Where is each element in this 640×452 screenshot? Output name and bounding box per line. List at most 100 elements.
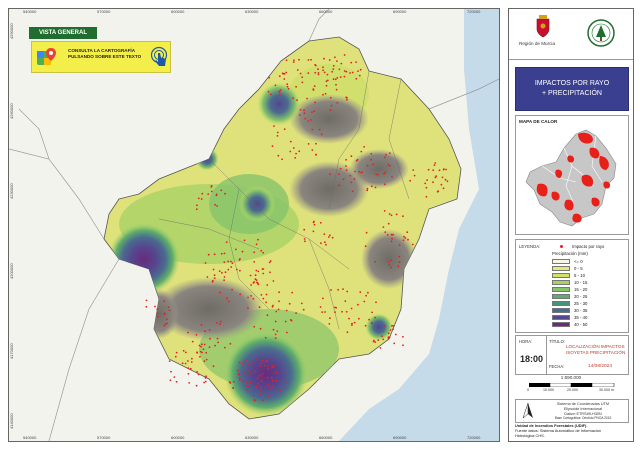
cartografia-link-banner[interactable]: CONSULTA LA CARTOGRAFÍA PULSANDO SOBRE E… bbox=[31, 41, 171, 73]
lightning-point bbox=[175, 380, 178, 383]
lightning-point bbox=[413, 174, 416, 177]
x-tick-bottom: 720000 bbox=[467, 435, 481, 440]
lightning-point bbox=[168, 309, 171, 312]
lightning-point bbox=[346, 290, 349, 293]
lightning-point bbox=[258, 306, 261, 309]
lightning-point bbox=[220, 252, 223, 255]
lightning-point bbox=[204, 380, 207, 383]
lightning-point bbox=[253, 399, 256, 402]
scale-box: 1:690.000 0 10.000 20.000 30.000 m bbox=[515, 375, 627, 397]
lightning-point bbox=[268, 395, 271, 398]
lightning-point bbox=[187, 331, 189, 334]
lightning-point bbox=[324, 241, 326, 244]
lightning-point bbox=[261, 268, 264, 270]
title-label: TÍTULO: bbox=[549, 339, 566, 344]
vista-general-badge[interactable]: VISTA GENERAL bbox=[29, 27, 98, 39]
lightning-point bbox=[402, 344, 404, 347]
date-value: 14/08/2024 bbox=[588, 364, 613, 369]
lightning-point bbox=[203, 381, 206, 384]
lightning-point bbox=[311, 128, 314, 131]
lightning-point bbox=[350, 307, 353, 310]
lightning-point bbox=[317, 73, 320, 76]
lightning-point bbox=[409, 179, 412, 182]
lightning-point bbox=[329, 234, 331, 237]
lightning-point bbox=[213, 274, 216, 277]
lightning-point bbox=[314, 101, 316, 104]
lightning-point bbox=[389, 329, 392, 331]
lightning-point bbox=[319, 306, 322, 308]
lightning-point bbox=[236, 268, 238, 271]
legend-swatch bbox=[552, 300, 570, 306]
lightning-point bbox=[441, 176, 444, 179]
lightning-point bbox=[269, 271, 271, 274]
lightning-point bbox=[379, 347, 382, 349]
hour-value: 18:00 bbox=[520, 354, 544, 364]
map-frame[interactable]: 540000 570000 600000 630000 660000 69000… bbox=[8, 8, 500, 442]
lightning-point bbox=[301, 81, 304, 84]
lightning-point bbox=[368, 318, 370, 321]
lightning-point bbox=[359, 68, 362, 71]
legend-class-label: 25 - 30 bbox=[574, 300, 588, 306]
x-tick-bottom: 630000 bbox=[245, 435, 259, 440]
lightning-point bbox=[363, 300, 366, 303]
lightning-point bbox=[279, 389, 282, 392]
lightning-point bbox=[259, 327, 262, 330]
lightning-point bbox=[329, 317, 331, 320]
lightning-point bbox=[262, 272, 265, 275]
lightning-point bbox=[371, 322, 373, 325]
heat-map-inset[interactable]: MAPA DE CALOR bbox=[515, 115, 629, 235]
legend-box: LEYENDA: Impacto por rayo Precipitación … bbox=[515, 239, 629, 333]
lightning-point bbox=[367, 291, 369, 294]
scale-label: 0 bbox=[527, 388, 529, 392]
lightning-point bbox=[284, 382, 287, 385]
cartografia-link-text[interactable]: CONSULTA LA CARTOGRAFÍA PULSANDO SOBRE E… bbox=[68, 48, 142, 59]
lightning-point bbox=[330, 104, 333, 107]
lightning-point bbox=[286, 83, 289, 85]
lightning-point bbox=[187, 360, 189, 362]
logos-header: Región de Murcia bbox=[509, 9, 633, 60]
lightning-point bbox=[246, 374, 249, 377]
lightning-point bbox=[277, 308, 280, 311]
lightning-point bbox=[187, 372, 190, 375]
x-tick-bottom: 690000 bbox=[393, 435, 407, 440]
lightning-point bbox=[446, 180, 449, 183]
lightning-point bbox=[238, 377, 241, 379]
lightning-point bbox=[406, 231, 409, 234]
lightning-point bbox=[336, 77, 339, 79]
lightning-point bbox=[229, 342, 232, 345]
lightning-point bbox=[242, 371, 245, 374]
lightning-point bbox=[184, 351, 187, 354]
lightning-point bbox=[388, 264, 391, 266]
lightning-point bbox=[204, 330, 206, 333]
lightning-point bbox=[322, 297, 324, 300]
lightning-point bbox=[273, 125, 275, 127]
lightning-point bbox=[311, 111, 313, 113]
legend-swatch bbox=[552, 321, 570, 327]
lightning-point bbox=[269, 260, 272, 262]
lightning-point bbox=[384, 171, 387, 174]
lightning-point bbox=[351, 324, 353, 326]
lightning-point bbox=[370, 158, 372, 161]
north-arrow-icon bbox=[522, 403, 533, 419]
lightning-point bbox=[323, 233, 326, 236]
lightning-point bbox=[195, 334, 198, 336]
lightning-point bbox=[391, 176, 393, 178]
lightning-point bbox=[392, 328, 394, 331]
map-canvas[interactable] bbox=[9, 9, 499, 441]
lightning-point bbox=[265, 293, 268, 296]
lightning-point bbox=[231, 262, 234, 265]
legend-panel: Región de Murcia IMPACTOS POR RAYO + PRE… bbox=[508, 8, 634, 442]
lightning-point bbox=[353, 178, 356, 180]
x-tick-top: 570000 bbox=[97, 9, 111, 14]
lightning-point bbox=[199, 350, 202, 353]
lightning-point bbox=[349, 72, 351, 74]
y-tick-left: 4260000 bbox=[9, 103, 14, 119]
lightning-point bbox=[411, 243, 414, 246]
lightning-point bbox=[278, 93, 281, 96]
lightning-point bbox=[323, 57, 325, 60]
lightning-point bbox=[346, 97, 348, 99]
lightning-point bbox=[219, 320, 222, 323]
legend-class-row: 30 - 35 bbox=[552, 307, 587, 313]
lightning-point bbox=[312, 88, 315, 90]
lightning-point bbox=[377, 339, 380, 341]
